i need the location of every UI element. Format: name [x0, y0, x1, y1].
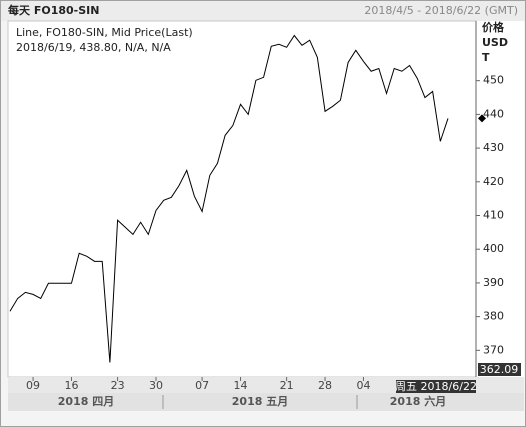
x-tick-label: 21	[280, 379, 294, 392]
header-range: 2018/4/5 - 2018/6/22 (GMT)	[364, 4, 518, 17]
y-tick-label: 420	[483, 175, 504, 188]
legend-line: Line, FO180-SIN, Mid Price(Last)	[16, 26, 193, 39]
cursor-box	[396, 380, 476, 393]
x-tick-label: 23	[111, 379, 125, 392]
x-tick-label: 14	[234, 379, 248, 392]
axis-value-label: 362.09	[480, 363, 519, 376]
axis-value-box	[478, 363, 521, 376]
last-value-marker	[478, 114, 486, 123]
x-tick-label: 16	[64, 379, 78, 392]
x-group-bar	[8, 393, 524, 411]
x-group-label: 2018 四月	[58, 395, 114, 408]
y-axis-area	[476, 21, 524, 377]
y-axis-label: USD	[482, 36, 508, 49]
legend-line: 2018/6/19, 438.80, N/A, N/A	[16, 41, 171, 54]
y-tick-label: 410	[483, 209, 504, 222]
y-tick-label: 440	[483, 107, 504, 120]
y-axis-label: 价格	[482, 20, 505, 34]
plot-area	[7, 20, 477, 378]
x-group-label: 2018 五月	[232, 395, 288, 408]
y-tick-label: 390	[483, 276, 504, 289]
x-axis-bar	[8, 377, 524, 393]
x-tick-label: 04	[356, 379, 370, 392]
y-tick-label: 430	[483, 141, 504, 154]
x-tick-label: 30	[149, 379, 163, 392]
line-series	[9, 34, 449, 363]
x-tick-label: 09	[26, 379, 40, 392]
y-tick-label: 450	[483, 74, 504, 87]
y-tick-label: 380	[483, 310, 504, 323]
header-title: 每天 FO180-SIN	[8, 3, 99, 17]
x-tick-label: 28	[318, 379, 332, 392]
x-tick-label: 07	[195, 379, 209, 392]
cursor-label: 周五 2018/6/22	[395, 380, 477, 393]
y-tick-label: 400	[483, 242, 504, 255]
y-axis-label: T	[482, 51, 490, 64]
y-tick-label: 370	[483, 343, 504, 356]
header-bar	[1, 1, 525, 21]
x-group-label: 2018 六月	[390, 394, 446, 408]
